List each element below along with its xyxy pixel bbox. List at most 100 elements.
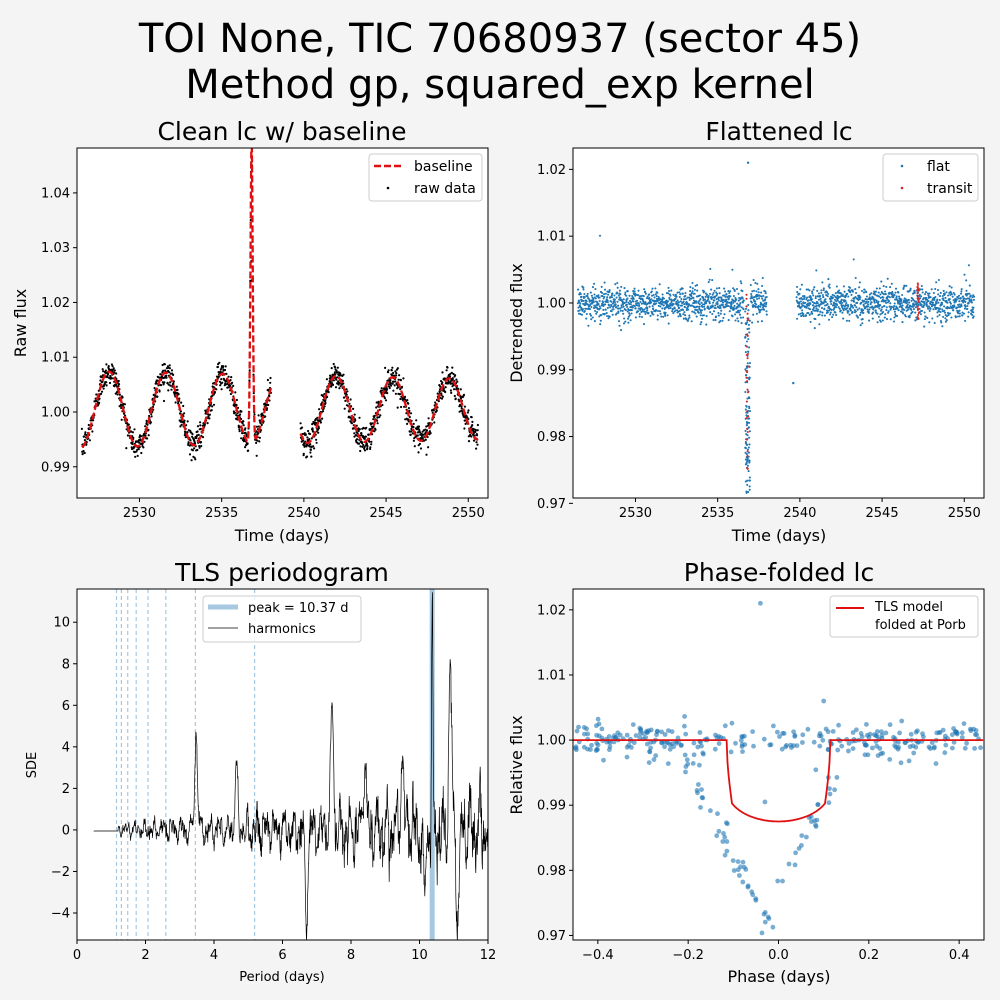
- flat-data-point: [613, 301, 616, 304]
- flat-data-point: [689, 286, 692, 289]
- phase-data-point: [662, 744, 667, 750]
- flat-data-point: [593, 293, 596, 296]
- raw-data-point: [255, 425, 259, 428]
- phase-data-point: [641, 731, 646, 736]
- raw-data-point: [449, 382, 452, 385]
- raw-data-point: [264, 415, 267, 418]
- flat-data-point: [738, 305, 741, 308]
- flat-data-point: [628, 312, 631, 315]
- flat-data-point: [936, 298, 939, 301]
- flat-data-point: [948, 298, 951, 301]
- flat-data-point: [730, 306, 734, 309]
- flat-data-point: [820, 291, 823, 294]
- raw-data-point: [246, 442, 249, 445]
- y-tick-label: 0.99: [41, 460, 70, 475]
- flat-data-point: [616, 286, 619, 289]
- flat-data-point: [893, 294, 896, 297]
- raw-data-point: [441, 381, 444, 384]
- flat-data-point: [929, 296, 932, 299]
- raw-data-point: [112, 367, 115, 370]
- flat-data-point: [610, 304, 613, 307]
- phase-data-point: [669, 729, 675, 735]
- flat-data-point: [913, 291, 916, 294]
- phase-data-point: [878, 751, 884, 757]
- y-tick-label: 2: [62, 782, 70, 797]
- raw-data-point: [158, 390, 161, 393]
- flat-data-point: [795, 296, 798, 299]
- flat-data-point: [937, 278, 940, 282]
- raw-data-point: [99, 379, 102, 382]
- flat-data-point: [589, 314, 593, 317]
- flat-data-point: [623, 317, 626, 320]
- raw-data-point: [369, 447, 372, 451]
- raw-data-point: [453, 388, 456, 391]
- flat-data-point: [921, 288, 924, 291]
- raw-data-point: [238, 428, 241, 431]
- flat-data-point: [907, 298, 910, 301]
- transit-data-point: [917, 299, 920, 302]
- raw-data-point: [354, 434, 357, 437]
- flat-data-point: [601, 301, 605, 304]
- raw-data-point: [394, 392, 397, 395]
- flat-data-point: [807, 299, 810, 302]
- flat-data-point: [626, 305, 629, 309]
- raw-data-point: [191, 449, 195, 452]
- phase-data-point: [940, 727, 946, 733]
- flat-data-point: [678, 310, 681, 313]
- flat-data-point: [606, 296, 609, 299]
- flat-data-point: [679, 300, 682, 303]
- flat-data-point: [700, 321, 703, 324]
- raw-data-point: [383, 397, 386, 400]
- transit-data-point: [746, 415, 750, 418]
- flat-data-point: [665, 299, 668, 302]
- flat-data-point: [937, 301, 940, 304]
- phase-data-point: [879, 729, 884, 735]
- flat-data-point: [924, 291, 928, 294]
- transit-data-point: [916, 283, 920, 287]
- flat-data-point: [714, 304, 717, 307]
- flat-data-point: [714, 307, 717, 310]
- raw-data-point: [380, 387, 383, 390]
- phase-data-point: [906, 758, 912, 764]
- flat-data-point: [703, 290, 706, 293]
- flat-data-point: [718, 292, 721, 295]
- phase-data-point: [722, 723, 728, 729]
- flat-data-point: [852, 300, 856, 303]
- phase-data-point: [950, 745, 955, 751]
- flat-data-point: [972, 306, 975, 309]
- phase-data-point: [780, 878, 785, 884]
- flat-data-point: [884, 313, 887, 316]
- flat-data-point: [590, 294, 593, 297]
- flat-data-point: [733, 313, 737, 316]
- phase-data-point: [729, 720, 735, 726]
- flat-data-point: [624, 320, 627, 323]
- phase-data-point: [630, 722, 636, 727]
- raw-data-point: [390, 374, 394, 377]
- flat-data-point: [925, 301, 928, 304]
- plot-area: [573, 148, 984, 498]
- flat-data-point: [649, 301, 653, 304]
- flat-data-point: [640, 315, 644, 319]
- phase-data-point: [804, 834, 809, 840]
- panel-title: Flattened lc: [705, 117, 852, 146]
- flat-data-point: [816, 289, 819, 292]
- flat-data-point: [954, 300, 958, 303]
- phase-data-point: [601, 757, 606, 763]
- raw-data-point: [358, 416, 361, 419]
- transit-data-point: [745, 416, 748, 420]
- raw-data-point: [373, 414, 376, 417]
- flat-data-point: [876, 321, 879, 324]
- flat-data-point: [882, 310, 885, 314]
- flat-data-point: [599, 323, 602, 326]
- flat-data-point: [576, 302, 579, 305]
- flat-data-point: [624, 308, 627, 312]
- raw-data-point: [191, 435, 194, 438]
- flat-data-point: [949, 302, 952, 305]
- phase-data-point: [792, 862, 798, 868]
- flat-data-point: [739, 316, 742, 319]
- flat-data-point: [748, 430, 751, 433]
- raw-data-point: [201, 424, 204, 427]
- raw-data-point: [198, 445, 201, 448]
- y-tick-label: 0.99: [537, 799, 566, 814]
